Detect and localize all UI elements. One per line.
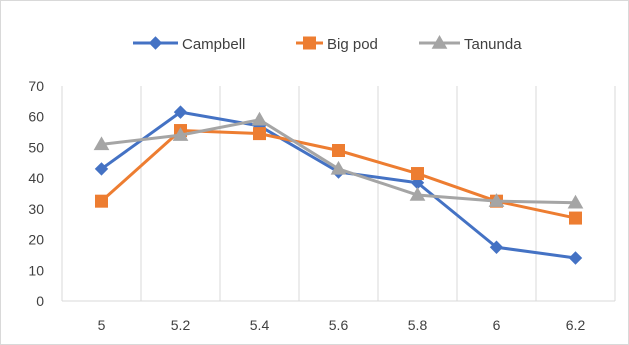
y-tick-label: 70 xyxy=(28,78,44,94)
series-tanunda xyxy=(93,111,584,209)
data-point-campbell xyxy=(568,251,583,265)
data-point-big-pod xyxy=(95,194,108,208)
data-point-big-pod xyxy=(411,167,424,181)
legend-swatch-marker xyxy=(431,34,448,49)
y-tick-label: 10 xyxy=(28,262,44,278)
legend-swatch-marker xyxy=(148,36,163,50)
y-tick-label: 0 xyxy=(36,293,44,309)
x-tick-label: 5.6 xyxy=(329,317,349,333)
data-point-tanunda xyxy=(251,111,268,126)
data-point-campbell xyxy=(94,162,109,176)
legend-swatch-marker xyxy=(303,36,316,50)
x-tick-label: 6 xyxy=(493,317,501,333)
data-point-big-pod xyxy=(332,144,345,157)
data-point-tanunda xyxy=(567,194,584,209)
data-point-campbell xyxy=(173,105,188,119)
y-tick-label: 60 xyxy=(28,109,44,125)
legend-label: Big pod xyxy=(327,36,378,53)
data-point-tanunda xyxy=(409,187,426,201)
data-point-big-pod xyxy=(569,211,582,225)
x-tick-label: 5.8 xyxy=(408,317,428,333)
axes: 0 10 20 30 40 50 60 70 5 5.2 5.4 5.6 5.8 6 6.2 xyxy=(28,78,615,333)
x-tick-label: 5.4 xyxy=(250,317,270,333)
y-tick-label: 50 xyxy=(28,139,44,155)
data-point-big-pod xyxy=(253,127,266,141)
y-tick-label: 20 xyxy=(28,232,44,248)
legend-item-tanunda: Tanunda xyxy=(419,34,522,53)
data-point-tanunda xyxy=(488,193,505,207)
data-point-tanunda xyxy=(330,160,347,175)
legend: Campbell Big pod Tanunda xyxy=(133,34,522,53)
data-point-tanunda xyxy=(93,136,110,151)
data-point-campbell xyxy=(489,240,504,254)
y-tick-label: 40 xyxy=(28,170,44,186)
legend-label: Campbell xyxy=(182,36,245,53)
legend-label: Tanunda xyxy=(464,36,522,53)
y-tick-label: 30 xyxy=(28,201,44,217)
legend-item-campbell: Campbell xyxy=(133,36,245,53)
x-tick-label: 5 xyxy=(98,317,106,333)
series xyxy=(93,105,584,265)
x-tick-label: 6.2 xyxy=(566,317,586,333)
x-tick-label: 5.2 xyxy=(171,317,191,333)
gridlines xyxy=(140,86,616,301)
data-point-tanunda xyxy=(172,127,189,141)
legend-item-big-pod: Big pod xyxy=(296,36,378,53)
